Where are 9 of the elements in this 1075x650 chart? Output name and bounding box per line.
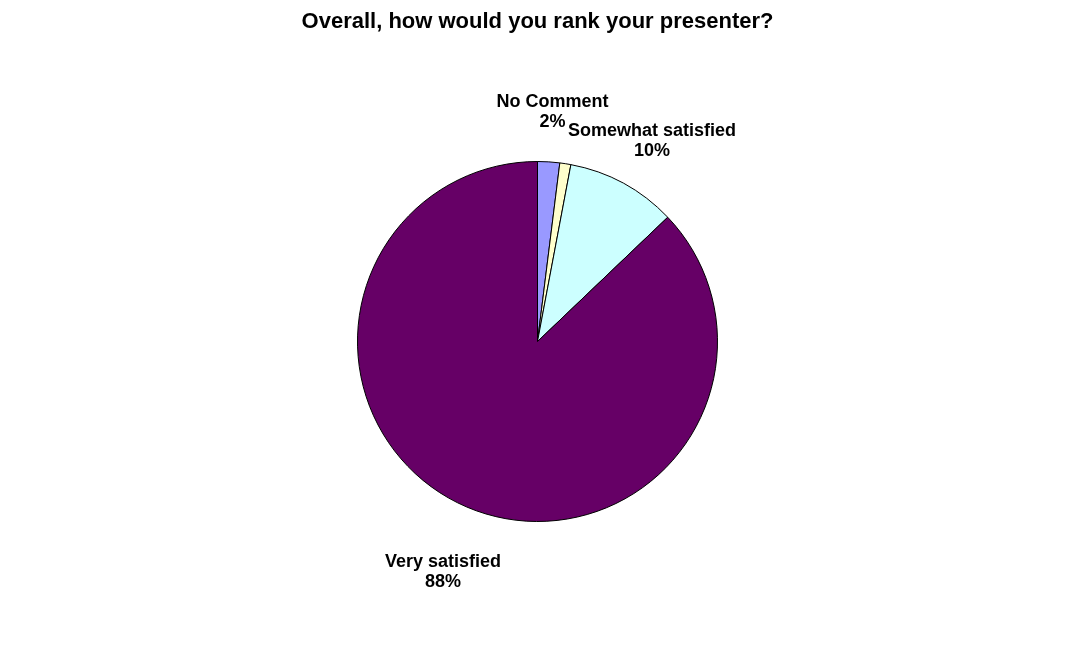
slice-label: No Comment	[496, 90, 609, 111]
pie-slice	[357, 161, 718, 522]
slice-label: Very satisfied	[385, 551, 502, 572]
pie-slice	[537, 164, 669, 342]
data-label: 10%	[634, 139, 671, 160]
data-label: 2%	[539, 110, 566, 131]
data-label: 88%	[425, 571, 462, 592]
chart-title: Overall, how would you rank your presenter?	[301, 8, 774, 33]
slice-label: Somewhat satisfied	[568, 119, 737, 140]
